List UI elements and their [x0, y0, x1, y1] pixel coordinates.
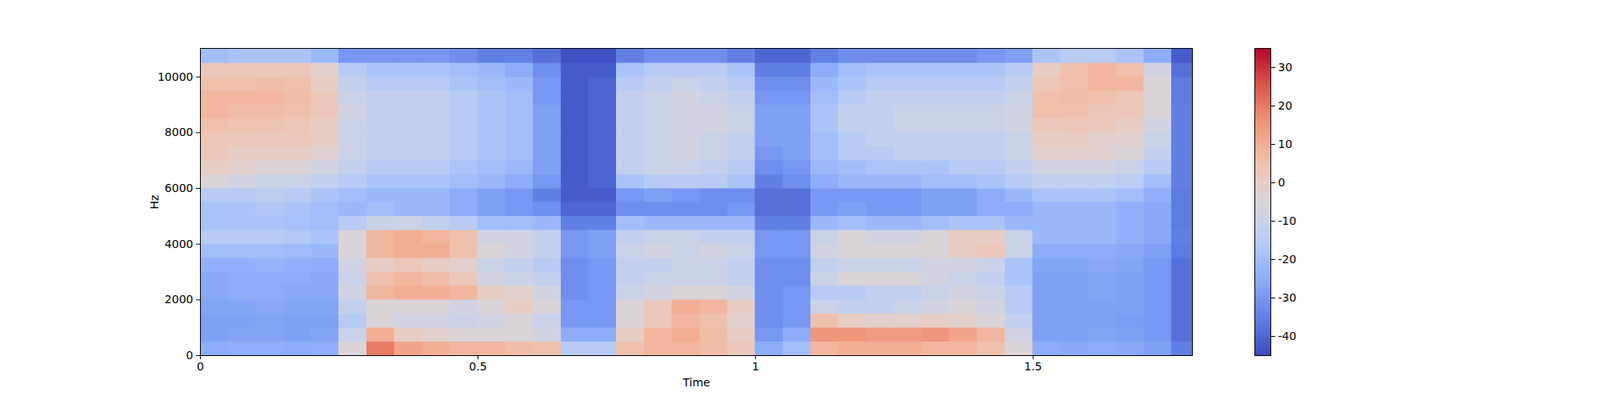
svg-text:1.5: 1.5: [1024, 360, 1042, 373]
svg-text:4000: 4000: [164, 237, 194, 251]
svg-text:Hz: Hz: [148, 195, 161, 210]
svg-text:8000: 8000: [164, 125, 194, 139]
svg-text:Time: Time: [681, 376, 710, 389]
svg-text:0: 0: [1278, 176, 1286, 189]
svg-text:0: 0: [196, 360, 204, 373]
svg-text:-30: -30: [1278, 291, 1297, 304]
svg-text:2000: 2000: [164, 292, 194, 306]
svg-text:-10: -10: [1278, 214, 1297, 228]
svg-text:10000: 10000: [157, 70, 194, 84]
svg-text:0: 0: [186, 348, 194, 362]
svg-text:-20: -20: [1278, 252, 1297, 266]
svg-text:1: 1: [752, 360, 760, 373]
svg-text:10: 10: [1278, 137, 1293, 151]
svg-text:0.5: 0.5: [468, 360, 487, 373]
svg-text:6000: 6000: [164, 181, 194, 195]
svg-text:20: 20: [1278, 99, 1293, 112]
svg-text:30: 30: [1278, 60, 1293, 74]
svg-text:-40: -40: [1278, 329, 1297, 343]
